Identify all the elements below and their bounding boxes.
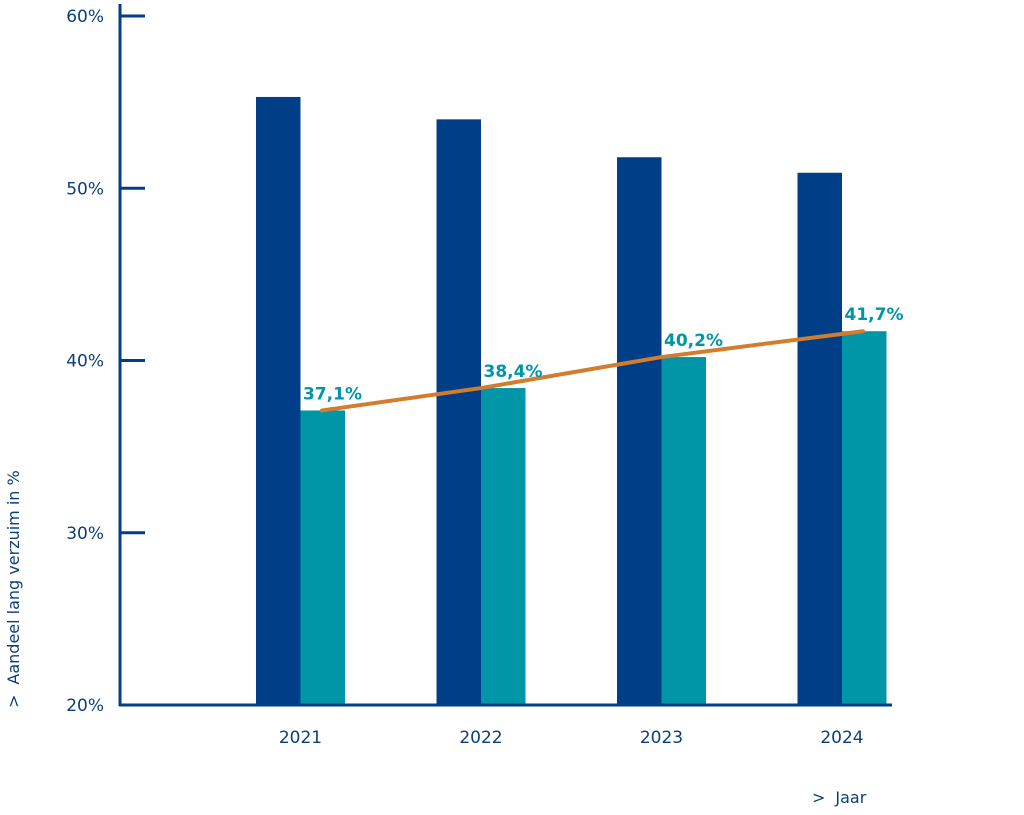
x-tick-label-2022: 2022 — [459, 728, 502, 748]
x-axis-title: > Jaar — [812, 788, 867, 807]
bar-2021-series-1 — [256, 96, 301, 705]
y-tick-label-50: 50% — [66, 179, 104, 199]
y-axis-title-text: Aandeel lang verzuim in % — [4, 470, 23, 684]
data-label-2023: 40,2% — [664, 331, 723, 351]
data-label-2022: 38,4% — [484, 362, 543, 382]
y-tick-label-20: 20% — [66, 696, 104, 716]
x-tick-label-2024: 2024 — [820, 728, 863, 748]
data-labels-group: 37,1% 38,4% 40,2% 41,7% — [303, 305, 903, 404]
y-tick-label-40: 40% — [66, 352, 104, 372]
y-tick-label-60: 60% — [66, 7, 104, 27]
bar-2023-series-2 — [661, 357, 706, 705]
bar-2024-series-1 — [797, 172, 842, 705]
trend-line-group — [320, 329, 865, 413]
data-label-2024: 41,7% — [845, 305, 904, 325]
y-axis-title: > Aandeel lang verzuim in % — [4, 470, 23, 708]
x-tick-label-2023: 2023 — [640, 728, 683, 748]
x-tick-label-2021: 2021 — [279, 728, 322, 748]
data-label-2021: 37,1% — [303, 384, 362, 404]
bar-2024-series-2 — [842, 331, 887, 705]
y-tick-label-30: 30% — [66, 524, 104, 544]
bar-2023-series-1 — [617, 157, 662, 705]
bar-2022-series-2 — [481, 388, 526, 705]
bar-2021-series-2 — [300, 410, 345, 705]
bar-2022-series-1 — [436, 119, 481, 706]
trend-line — [320, 329, 865, 413]
x-axis-title-text: Jaar — [834, 788, 866, 807]
axes-group: 2021 2022 2023 2024 20% 30% 40% 50% 60% — [66, 4, 892, 748]
x-axis-marker: > — [812, 788, 825, 807]
y-axis-marker: > — [4, 695, 23, 708]
bars-group — [256, 96, 887, 706]
